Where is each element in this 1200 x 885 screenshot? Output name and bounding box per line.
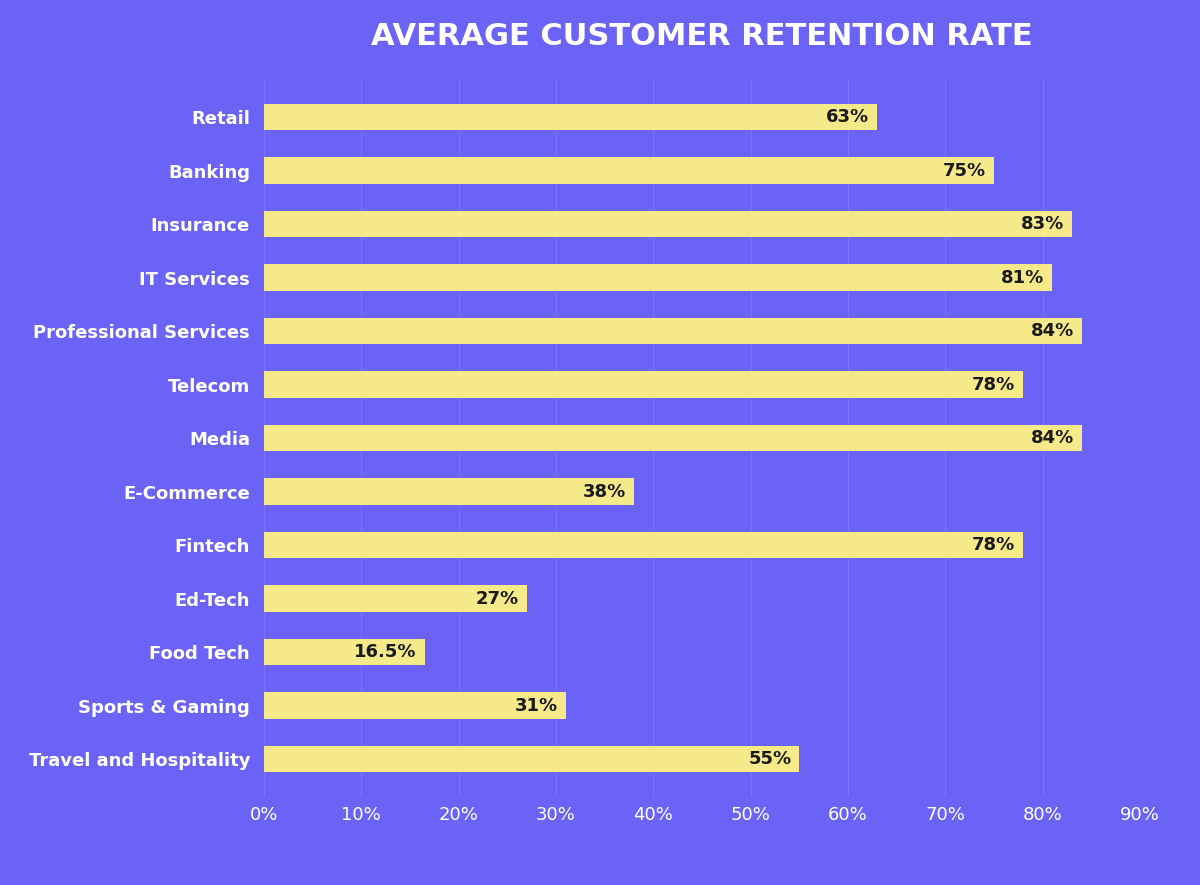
Bar (264, 639, 425, 666)
Text: 81%: 81% (1001, 268, 1045, 287)
Text: 16.5%: 16.5% (354, 643, 416, 661)
Bar (264, 425, 1081, 451)
Bar (264, 318, 1081, 344)
Text: 78%: 78% (972, 375, 1015, 394)
Text: 75%: 75% (943, 162, 986, 180)
Bar (264, 532, 1024, 558)
Text: 84%: 84% (1031, 322, 1074, 340)
Text: 55%: 55% (749, 750, 792, 768)
Text: 83%: 83% (1021, 215, 1064, 233)
Bar (264, 371, 1024, 398)
Bar (264, 265, 1052, 291)
Title: AVERAGE CUSTOMER RETENTION RATE: AVERAGE CUSTOMER RETENTION RATE (371, 22, 1033, 51)
Bar (264, 158, 994, 184)
Text: 38%: 38% (583, 482, 626, 501)
Text: 31%: 31% (515, 696, 558, 714)
Bar (264, 585, 527, 612)
Bar (264, 478, 634, 505)
Text: 27%: 27% (476, 589, 520, 608)
Bar (264, 104, 877, 130)
Bar (264, 746, 799, 773)
Text: 63%: 63% (827, 108, 870, 126)
Text: 84%: 84% (1031, 429, 1074, 447)
Text: 78%: 78% (972, 536, 1015, 554)
Bar (264, 211, 1072, 237)
Bar (264, 692, 565, 719)
